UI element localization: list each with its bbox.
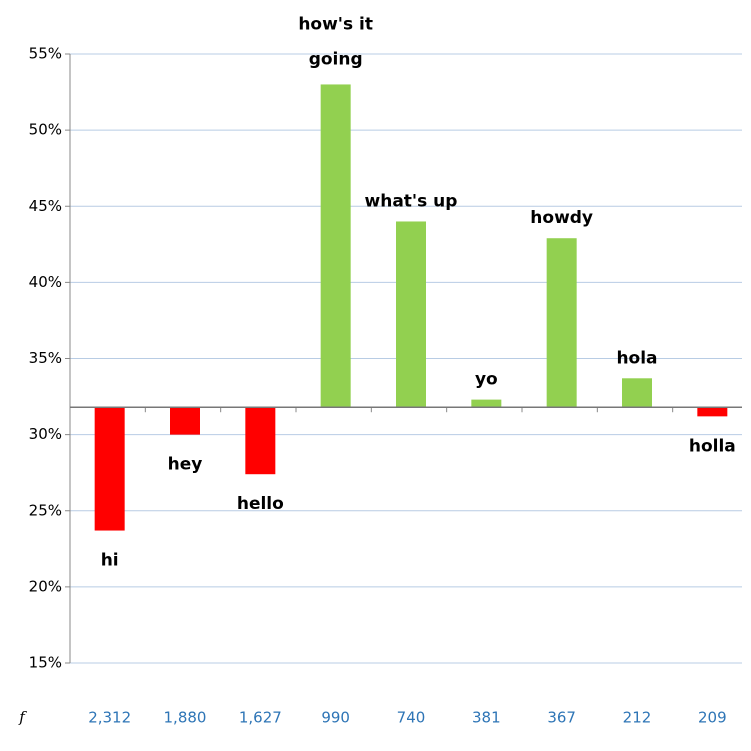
y-tick-label: 30% — [29, 425, 62, 443]
bar — [170, 407, 200, 435]
frequency-label: f — [18, 708, 27, 726]
bar — [622, 378, 652, 408]
frequency: 2,312 — [88, 709, 131, 727]
frequency: 367 — [547, 709, 576, 727]
bar-label: what's up — [365, 191, 458, 211]
frequency: 381 — [472, 709, 501, 727]
y-tick-label: 40% — [29, 273, 62, 291]
frequency: 1,880 — [164, 709, 207, 727]
bar — [546, 238, 577, 408]
frequency: 740 — [397, 709, 426, 727]
bar-label-line: how's it — [298, 14, 373, 34]
bar-label: yo — [475, 370, 498, 390]
bar — [396, 221, 426, 408]
y-tick-label: 25% — [29, 501, 62, 519]
bar — [320, 84, 351, 408]
bar — [94, 407, 125, 531]
bar-label: holla — [689, 436, 736, 456]
frequency: 990 — [321, 709, 350, 727]
bar-label: howdy — [530, 208, 593, 228]
y-tick-label: 45% — [29, 197, 62, 215]
frequency: 212 — [623, 709, 652, 727]
bar-label-line: going — [309, 49, 363, 69]
bar-label: hola — [616, 348, 657, 368]
bar — [697, 407, 728, 417]
frequency: 209 — [698, 709, 727, 727]
y-tick-label: 35% — [29, 349, 62, 367]
bar-label: how's it going — [298, 14, 373, 69]
bar-label: hello — [237, 494, 284, 514]
bar-label: hi — [101, 551, 119, 571]
frequency: 1,627 — [239, 709, 282, 727]
bar-label: hey — [168, 455, 203, 475]
y-tick-label: 15% — [29, 654, 62, 672]
y-tick-label: 55% — [29, 45, 62, 63]
bar — [245, 407, 276, 475]
y-tick-label: 20% — [29, 577, 62, 595]
bar — [471, 399, 502, 408]
y-tick-label: 50% — [29, 121, 62, 139]
